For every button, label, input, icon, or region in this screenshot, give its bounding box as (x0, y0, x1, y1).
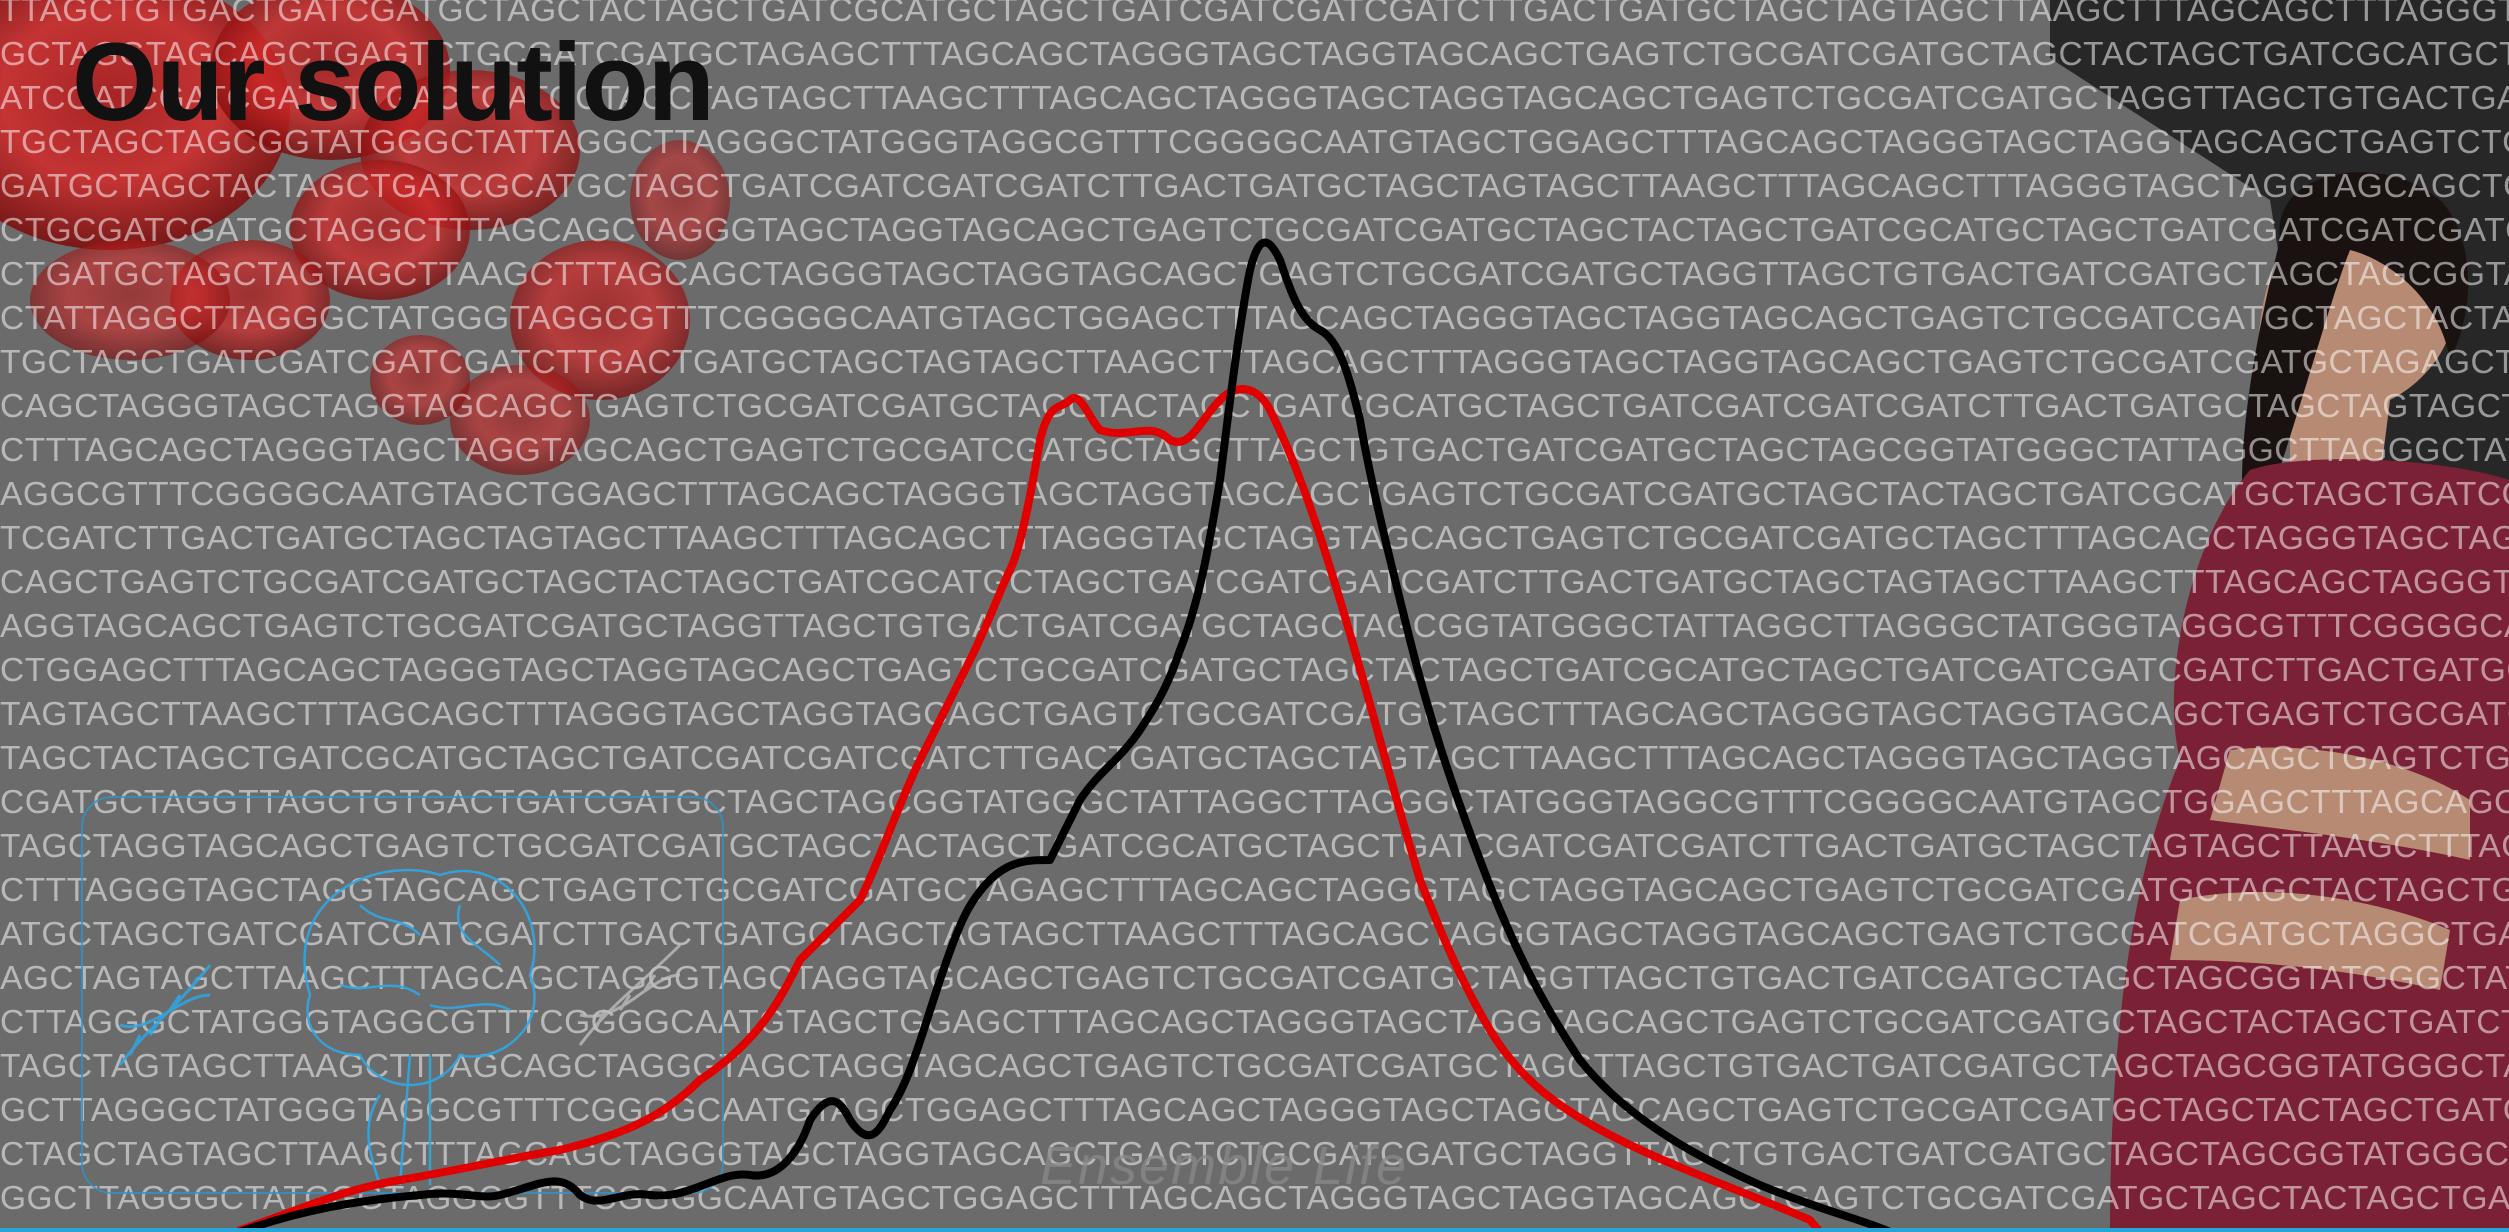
dna-sequence-line: CTAGCTAGTAGCTTAAGCTTTAGCAGCTAGGGTAGCTAGG… (0, 1136, 2509, 1173)
dna-sequence-line: GCTAGGTAGCAGCTGAGTCTGCGATCGATGCTAGAGCTTT… (0, 36, 2509, 73)
blood-cells-image (0, 0, 730, 475)
red-distribution-curve (236, 385, 1824, 1232)
dna-sequence-line: TGCTAGCTGATCGATCGATCGATCTTGACTGATGCTAGCT… (0, 344, 2509, 381)
dna-sequence-line: CTTAGGGCTATGGGTAGGCGTTTCGGGGCAATGTAGCTGG… (0, 1004, 2509, 1041)
dna-sequence-line: TAGCTAGTAGCTTAAGCTTTAGCAGCTAGGGTAGCTAGGT… (0, 1048, 2509, 1085)
dna-sequence-line: TTAGCTGTGACTGATCGATGCTAGCTACTAGCTGATCGCA… (0, 0, 2509, 29)
dna-sequence-line: CTTTAGCAGCTAGGGTAGCTAGGTAGCAGCTGAGTCTGCG… (0, 432, 2509, 469)
dna-sequence-line: TAGTAGCTTAAGCTTTAGCAGCTTTAGGGTAGCTAGGTAG… (0, 696, 2509, 733)
slide-title: Our solution (72, 21, 715, 144)
dna-sequence-line: TGCTAGCTAGCGGTATGGGCTATTAGGCTTAGGGCTATGG… (0, 124, 2509, 161)
dna-sequence-line: CTATTAGGCTTAGGGCTATGGGTAGGCGTTTCGGGGCAAT… (0, 300, 2509, 337)
dna-sequence-line: TAGCTACTAGCTGATCGCATGCTAGCTGATCGATCGATCG… (0, 740, 2509, 777)
pregnant-woman-image (2050, 0, 2509, 1232)
bottom-accent-line (0, 1228, 2509, 1232)
black-distribution-curve (236, 238, 1894, 1232)
dna-helix-icon (578, 943, 682, 1046)
dna-sequence-line: TAGCTAGGTAGCAGCTGAGTCTGCGATCGATGCTAGCTAC… (0, 828, 2509, 865)
dna-sequence-line: CAGCTGAGTCTGCGATCGATGCTAGCTACTAGCTGATCGC… (0, 564, 2509, 601)
watermark-text: Ensemble Life (1040, 1136, 1409, 1196)
dna-sequence-line: GATGCTAGCTACTAGCTGATCGCATGCTAGCTGATCGATC… (0, 168, 2509, 205)
dna-sequence-line: CGATGCTAGGTTAGCTGTGACTGATCGATGCTAGCTAGCG… (0, 784, 2509, 821)
dna-helix-icon (118, 964, 212, 1066)
dna-sequence-line: AGCTAGTAGCTTAAGCTTTAGCAGCTAGGGTAGCTAGGTA… (0, 960, 2509, 997)
dna-sequence-line: AGGCGTTTCGGGGCAATGTAGCTGGAGCTTTAGCAGCTAG… (0, 476, 2509, 513)
dna-sequence-line: CTGCGATCGATGCTAGGCTTTAGCAGCTAGGGTAGCTAGG… (0, 212, 2509, 249)
dna-sequence-line: CTTTAGGGTAGCTAGGTAGCAGCTGAGTCTGCGATCGATG… (0, 872, 2509, 909)
brain-icon (303, 868, 536, 1186)
dna-sequence-line: GCTTAGGGCTATGGGTAGGCGTTTCGGGGCAATGTAGCTG… (0, 1092, 2509, 1129)
dna-sequence-line: CTGGAGCTTTAGCAGCTAGGGTAGCTAGGTAGCAGCTGAG… (0, 652, 2509, 689)
dna-sequence-line: AGGTAGCAGCTGAGTCTGCGATCGATGCTAGGTTAGCTGT… (0, 608, 2509, 645)
dna-sequence-line: ATCGATCGATCGATCTTGACTGATGCTAGCTAGTAGCTTA… (0, 80, 2509, 117)
dna-sequence-line: TCGATCTTGACTGATGCTAGCTAGTAGCTTAAGCTTTAGC… (0, 520, 2509, 557)
